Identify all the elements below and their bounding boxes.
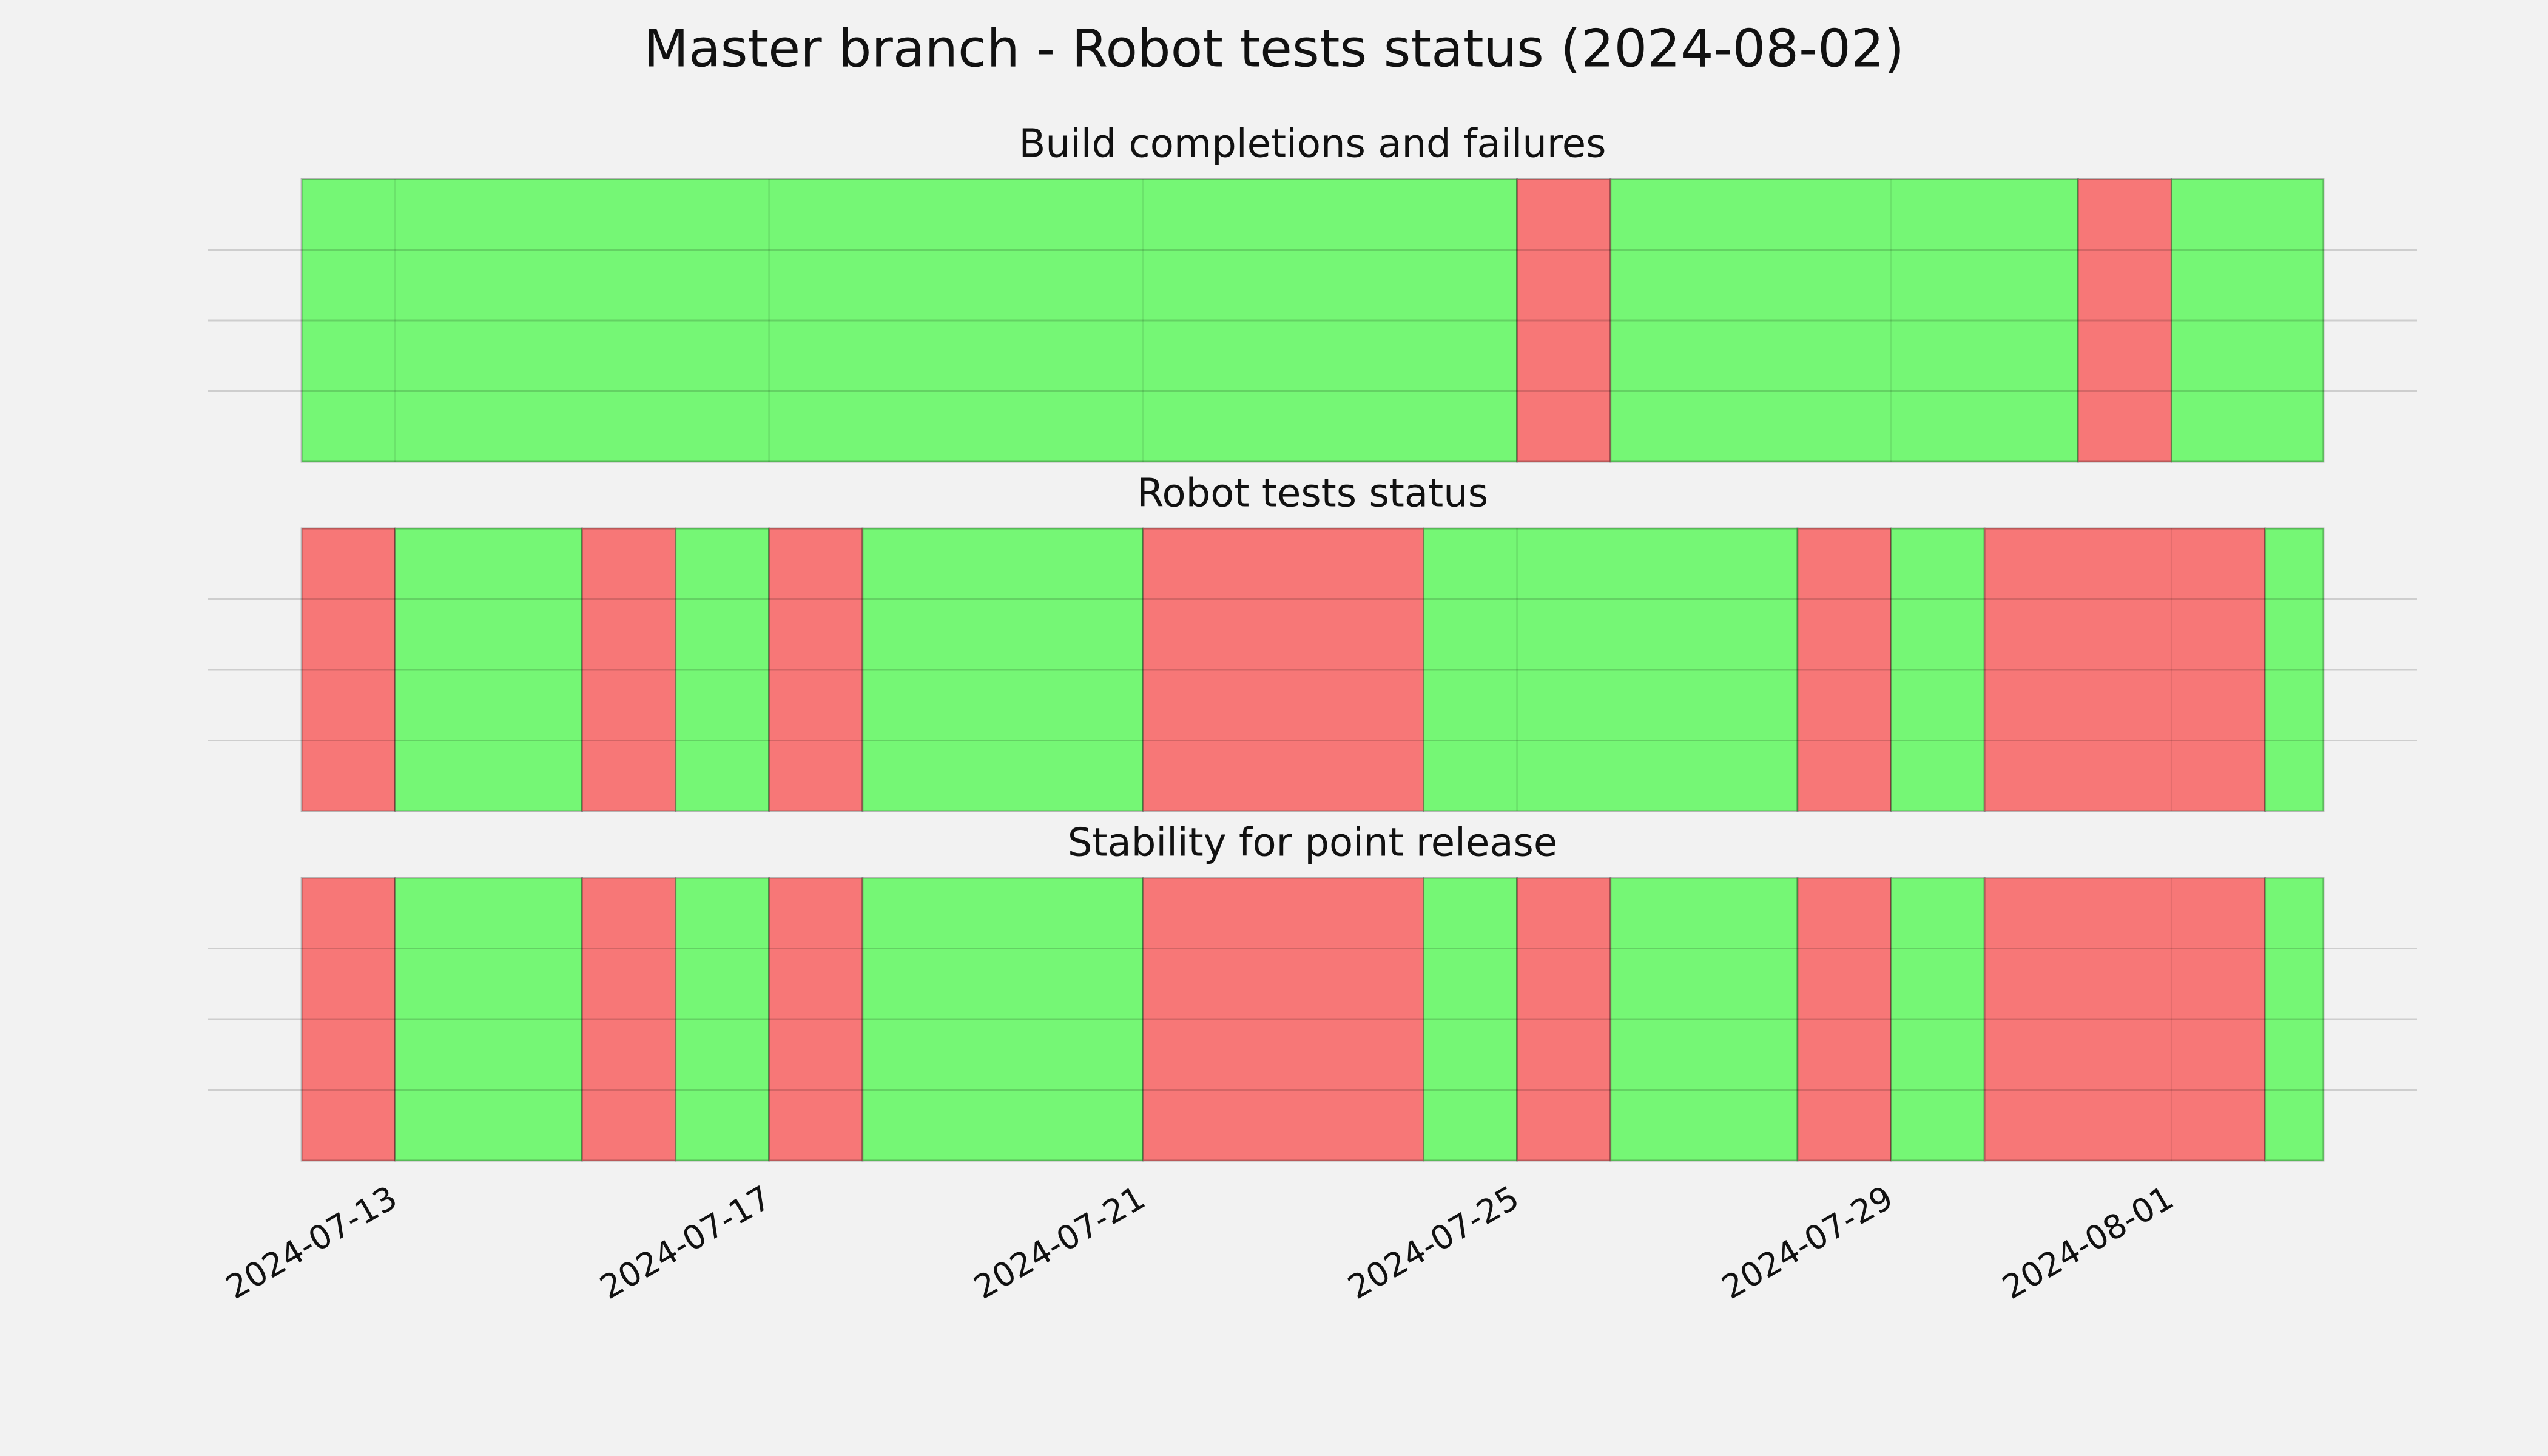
- status-bar: [1609, 178, 2079, 463]
- status-bar: [300, 527, 396, 812]
- status-bar: [1609, 877, 1799, 1162]
- status-bar: [1423, 877, 1518, 1162]
- status-bar: [861, 527, 1144, 812]
- status-bar: [394, 527, 583, 812]
- status-bar: [861, 877, 1144, 1162]
- status-bar: [675, 527, 770, 812]
- status-bar: [1796, 877, 1892, 1162]
- chart-title: Master branch - Robot tests status (2024…: [644, 18, 1904, 79]
- status-bar: [1983, 877, 2267, 1162]
- status-bar: [1516, 178, 1612, 463]
- status-bar: [2170, 178, 2325, 463]
- status-bar: [2264, 877, 2325, 1162]
- status-bar: [1983, 527, 2267, 812]
- status-bar: [1890, 877, 1986, 1162]
- status-bar: [675, 877, 770, 1162]
- status-bar: [2077, 178, 2172, 463]
- status-bar: [1796, 527, 1892, 812]
- status-bar: [581, 877, 677, 1162]
- status-bar: [1142, 877, 1425, 1162]
- panel-title: Stability for point release: [1068, 821, 1558, 866]
- panel-title: Robot tests status: [1137, 471, 1488, 516]
- status-bar: [1890, 527, 1986, 812]
- panel-title: Build completions and failures: [1019, 122, 1606, 167]
- status-bar: [768, 877, 864, 1162]
- status-bar: [1516, 877, 1612, 1162]
- status-bar: [300, 178, 1518, 463]
- status-bar: [1142, 527, 1425, 812]
- status-bar: [394, 877, 583, 1162]
- status-bar: [768, 527, 864, 812]
- status-bar: [1423, 527, 1799, 812]
- status-bar: [300, 877, 396, 1162]
- status-bar: [2264, 527, 2325, 812]
